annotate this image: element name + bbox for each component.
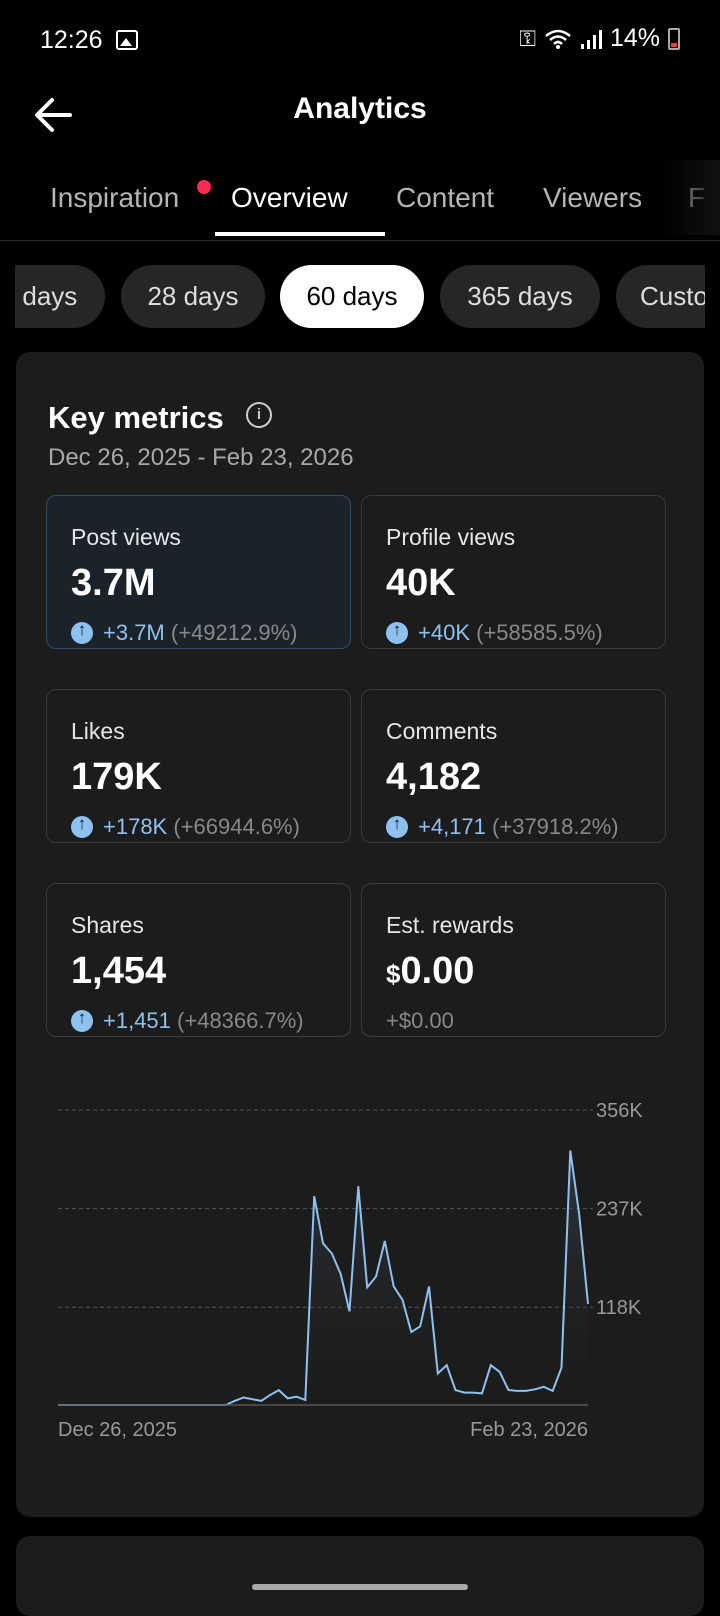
x-end-label: Feb 23, 2026	[470, 1419, 588, 1441]
metric-value: 3.7M	[71, 562, 156, 604]
battery-icon	[668, 27, 680, 50]
metric-label: Post views	[71, 524, 181, 550]
arrow-up-icon	[71, 1008, 93, 1032]
x-start-label: Dec 26, 2025	[58, 1419, 177, 1441]
currency-symbol: $	[386, 959, 401, 989]
metric-change: +178K (+66944.6%)	[71, 814, 300, 840]
metric-value: 4,182	[386, 756, 482, 798]
change-percent: (+58585.5%)	[476, 620, 603, 645]
signal-icon	[580, 29, 602, 49]
metric-label: Likes	[71, 718, 125, 744]
metric-value: $0.00	[386, 950, 474, 993]
metric-comments[interactable]: Comments 4,182 +4,171 (+37918.2%)	[361, 689, 666, 843]
metric-value: 1,454	[71, 950, 167, 992]
image-notification-icon	[116, 30, 138, 50]
metric-est-rewards[interactable]: Est. rewards $0.00 +$0.00	[361, 883, 666, 1037]
metric-likes[interactable]: Likes 179K +178K (+66944.6%)	[46, 689, 351, 843]
arrow-up-icon	[386, 814, 408, 838]
status-time: 12:26	[40, 26, 103, 54]
metric-shares[interactable]: Shares 1,454 +1,451 (+48366.7%)	[46, 883, 351, 1037]
change-percent: (+49212.9%)	[170, 620, 298, 645]
chip-28-days[interactable]: 28 days	[121, 265, 265, 328]
chip-7-days[interactable]: 7 days	[15, 265, 105, 328]
key-icon: ⚿	[519, 25, 536, 51]
period-selector: 7 days 28 days 60 days 365 days Custom	[15, 265, 705, 330]
change-absolute: +40K	[418, 620, 470, 645]
change-absolute: +3.7M	[103, 620, 165, 645]
metric-change: +$0.00	[386, 1008, 454, 1033]
key-metrics-title: Key metrics	[48, 400, 224, 435]
arrow-up-icon	[71, 814, 93, 838]
metric-label: Profile views	[386, 524, 516, 550]
metric-label: Shares	[71, 912, 144, 938]
change-absolute: +4,171	[418, 814, 486, 839]
y-tick-label: 356K	[596, 1100, 643, 1122]
metric-label: Comments	[386, 718, 498, 744]
y-tick-label: 118K	[596, 1297, 642, 1319]
reward-amount: 0.00	[400, 950, 475, 992]
date-range: Dec 26, 2025 - Feb 23, 2026	[48, 444, 354, 471]
info-icon[interactable]: i	[246, 402, 272, 428]
tabs-fade	[660, 160, 720, 235]
home-indicator[interactable]	[252, 1584, 468, 1590]
metric-value: 179K	[71, 756, 162, 798]
change-absolute: +178K	[103, 814, 168, 839]
back-arrow-icon[interactable]	[30, 90, 80, 140]
next-card	[16, 1536, 704, 1616]
metric-change: +1,451 (+48366.7%)	[71, 1008, 304, 1034]
tab-inspiration[interactable]: Inspiration	[50, 182, 180, 213]
metric-change: +40K (+58585.5%)	[386, 620, 603, 646]
chip-365-days[interactable]: 365 days	[440, 265, 600, 328]
change-percent: (+66944.6%)	[173, 814, 300, 839]
y-tick-label: 237K	[596, 1199, 643, 1221]
active-tab-indicator	[215, 232, 385, 236]
status-icons: ⚿ 14%	[519, 24, 680, 53]
metric-profile-views[interactable]: Profile views 40K +40K (+58585.5%)	[361, 495, 666, 649]
tab-viewers[interactable]: Viewers	[543, 182, 643, 213]
tab-bar: Inspiration Overview Content Viewers F	[0, 160, 720, 241]
chip-60-days[interactable]: 60 days	[280, 265, 424, 328]
tab-content[interactable]: Content	[396, 182, 495, 213]
status-bar: 12:26 ⚿ 14%	[0, 0, 720, 80]
chart-area	[58, 1150, 588, 1405]
notification-dot	[197, 180, 211, 194]
change-absolute: +1,451	[103, 1008, 171, 1033]
change-percent: (+37918.2%)	[492, 814, 619, 839]
metric-post-views[interactable]: Post views 3.7M +3.7M (+49212.9%)	[46, 495, 351, 649]
post-views-chart[interactable]: 356K 237K 118K Dec 26, 2025 Feb 23, 2026	[40, 1090, 680, 1450]
arrow-up-icon	[71, 620, 93, 644]
metric-value: 40K	[386, 562, 456, 604]
wifi-icon	[545, 29, 571, 49]
metric-change: +3.7M (+49212.9%)	[71, 620, 297, 646]
metric-change: +4,171 (+37918.2%)	[386, 814, 619, 840]
page-title: Analytics	[293, 92, 427, 125]
change-percent: (+48366.7%)	[177, 1008, 304, 1033]
chip-custom[interactable]: Custom	[616, 265, 705, 328]
header: Analytics	[0, 80, 720, 160]
tab-overview[interactable]: Overview	[231, 182, 348, 213]
arrow-up-icon	[386, 620, 408, 644]
battery-percentage: 14%	[609, 24, 660, 52]
metric-label: Est. rewards	[386, 912, 514, 938]
